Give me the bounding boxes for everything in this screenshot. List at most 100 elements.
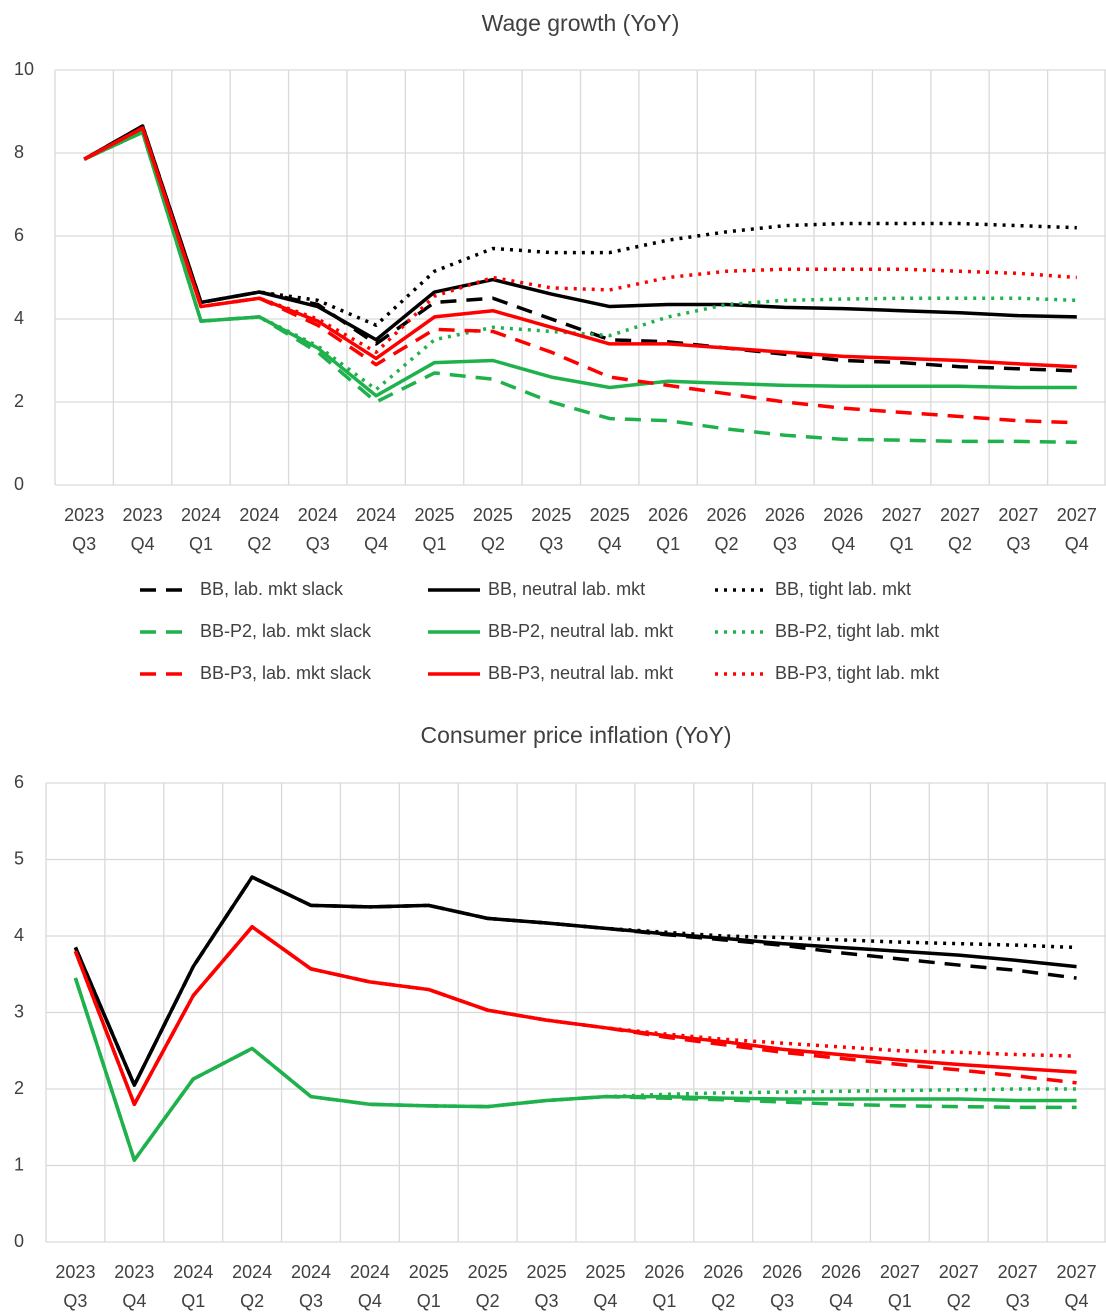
x-tick-label: 2023 Q3 [55,1262,95,1311]
x-tick-label: 2027 Q2 [939,1262,979,1311]
legend-label: BB-P3, tight lab. mkt [775,663,939,683]
y-tick-label: 1 [14,1154,24,1174]
x-tick-label-line: 2025 [409,1262,449,1282]
x-tick-label-line: 2023 [55,1262,95,1282]
x-tick-label-line: 2024 [291,1262,331,1282]
x-tick-label-line: Q2 [476,1291,500,1311]
legend-label: BB-P2, neutral lab. mkt [488,621,673,641]
x-tick-label-line: 2026 [821,1262,861,1282]
x-tick-label-line: 2025 [473,505,513,525]
x-tick-label-line: 2026 [648,505,688,525]
x-tick-label-line: Q3 [63,1291,87,1311]
series-line [83,126,1077,369]
series-line [73,977,1077,1162]
x-tick-label: 2026 Q4 [821,1262,861,1311]
x-tick-label-line: Q3 [539,534,563,554]
x-tick-label-line: 2023 [64,505,104,525]
series-line [73,925,1077,1107]
legend-label: BB-P2, tight lab. mkt [775,621,939,641]
x-tick-label-line: Q4 [829,1291,853,1311]
x-tick-label: 2026 Q2 [706,505,746,554]
x-tick-label: 2025 Q3 [527,1262,567,1311]
x-tick-label-line: Q3 [770,1291,794,1311]
x-tick-label-line: 2024 [173,1262,213,1282]
x-tick-label-line: Q1 [888,1291,912,1311]
series-line [83,124,1077,373]
x-tick-label-line: 2023 [114,1262,154,1282]
x-tick-label-line: 2024 [232,1262,272,1282]
x-tick-label: 2024 Q2 [232,1262,272,1311]
x-tick-label: 2025 Q4 [585,1262,625,1311]
x-tick-label: 2025 Q1 [415,505,455,554]
series-line [83,126,1077,425]
x-tick-label-line: 2025 [590,505,630,525]
y-tick-label: 2 [14,1078,24,1098]
x-tick-label: 2023 Q3 [64,505,104,554]
x-tick-label: 2026 Q1 [644,1262,684,1311]
x-tick-label-line: Q3 [72,534,96,554]
x-tick-label-line: Q4 [131,534,155,554]
x-tick-label: 2026 Q3 [765,505,805,554]
x-tick-label: 2025 Q4 [590,505,630,554]
x-tick-label-line: Q1 [652,1291,676,1311]
x-tick-label-line: 2024 [181,505,221,525]
y-tick-label: 8 [14,142,24,162]
x-tick-label: 2026 Q1 [648,505,688,554]
x-tick-label-line: Q2 [240,1291,264,1311]
x-tick-label-line: Q2 [711,1291,735,1311]
y-tick-label: 0 [14,1231,24,1251]
x-tick-label: 2024 Q1 [173,1262,213,1311]
y-tick-label: 6 [14,225,24,245]
x-tick-label-line: 2027 [880,1262,920,1282]
x-tick-label-line: Q2 [247,534,271,554]
x-tick-label-line: 2025 [468,1262,508,1282]
x-tick-label: 2024 Q1 [181,505,221,554]
legend-label: BB-P2, lab. mkt slack [200,621,372,641]
series-line [83,130,1077,398]
x-tick-label-line: 2026 [703,1262,743,1282]
x-tick-label-line: 2027 [1057,505,1097,525]
x-tick-label: 2023 Q4 [114,1262,154,1311]
series-line [73,875,1077,1087]
x-tick-label-line: 2026 [823,505,863,525]
series-line [83,130,1077,445]
x-tick-label: 2024 Q4 [350,1262,390,1311]
x-tick-label-line: Q2 [714,534,738,554]
x-tick-label-line: 2025 [527,1262,567,1282]
x-tick-label: 2027 Q1 [882,505,922,554]
x-tick-label-line: Q3 [535,1291,559,1311]
legend-label: BB, neutral lab. mkt [488,579,645,599]
x-tick-label: 2025 Q1 [409,1262,449,1311]
legend-label: BB-P3, lab. mkt slack [200,663,372,683]
x-tick-label-line: Q4 [122,1291,146,1311]
x-tick-label: 2026 Q2 [703,1262,743,1311]
x-tick-label-line: Q3 [299,1291,323,1311]
x-tick-label: 2027 Q4 [1057,1262,1097,1311]
y-tick-label: 6 [14,772,24,792]
legend-label: BB, lab. mkt slack [200,579,344,599]
series-line [83,124,1077,342]
x-tick-label-line: 2027 [939,1262,979,1282]
y-tick-label: 3 [14,1001,24,1021]
x-tick-label-line: Q3 [773,534,797,554]
x-tick-label-line: Q3 [1006,1291,1030,1311]
x-tick-label-line: 2025 [585,1262,625,1282]
x-tick-label: 2027 Q3 [998,1262,1038,1311]
x-tick-label-line: 2024 [350,1262,390,1282]
legend-label: BB, tight lab. mkt [775,579,911,599]
y-tick-label: 2 [14,391,24,411]
x-tick-label: 2027 Q4 [1057,505,1097,554]
x-tick-label: 2027 Q1 [880,1262,920,1311]
x-tick-label-line: Q4 [598,534,622,554]
x-tick-label-line: Q4 [593,1291,617,1311]
x-tick-label-line: 2027 [940,505,980,525]
x-tick-label-line: 2024 [239,505,279,525]
y-tick-label: 4 [14,925,24,945]
x-tick-label-line: 2023 [123,505,163,525]
x-tick-label: 2025 Q3 [531,505,571,554]
x-tick-label-line: Q2 [481,534,505,554]
x-tick-label-line: 2026 [762,1262,802,1282]
x-tick-label: 2026 Q4 [823,505,863,554]
x-tick-label-line: Q4 [831,534,855,554]
